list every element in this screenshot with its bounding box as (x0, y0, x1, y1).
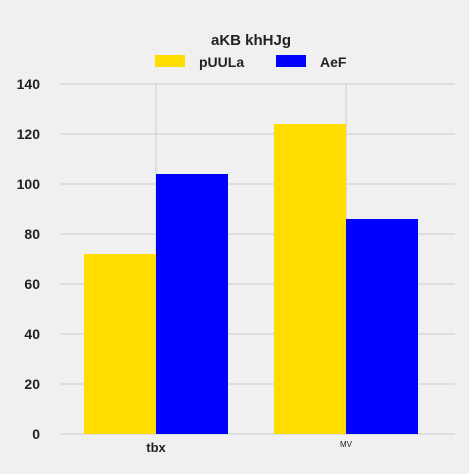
x-axis-tick-labels: tbx MV (146, 440, 352, 455)
legend-label-AeF: AeF (320, 54, 347, 70)
y-tick-label-20: 20 (24, 376, 40, 392)
y-tick-label-140: 140 (17, 76, 41, 92)
bar-AeF-tbx (156, 174, 228, 434)
legend-swatch-AeF (276, 55, 306, 67)
chart-title: aKB khHJg (211, 32, 291, 49)
bar-AeF-MV (346, 219, 418, 434)
bars (84, 124, 418, 434)
y-tick-label-40: 40 (24, 326, 40, 342)
bar-pUULa-MV (274, 124, 346, 434)
y-tick-label-0: 0 (32, 426, 40, 442)
legend-swatch-pUULa (155, 55, 185, 67)
y-tick-label-120: 120 (17, 126, 41, 142)
y-tick-label-100: 100 (17, 176, 41, 192)
legend-label-pUULa: pUULa (199, 54, 244, 70)
x-tick-label-MV: MV (340, 440, 353, 449)
x-tick-label-tbx: tbx (146, 440, 166, 455)
y-tick-label-80: 80 (24, 226, 40, 242)
y-axis-tick-labels: 0 20 40 60 80 100 120 140 (17, 76, 41, 442)
legend[interactable]: pUULa AeF (155, 54, 347, 70)
bar-pUULa-tbx (84, 254, 156, 434)
y-tick-label-60: 60 (24, 276, 40, 292)
